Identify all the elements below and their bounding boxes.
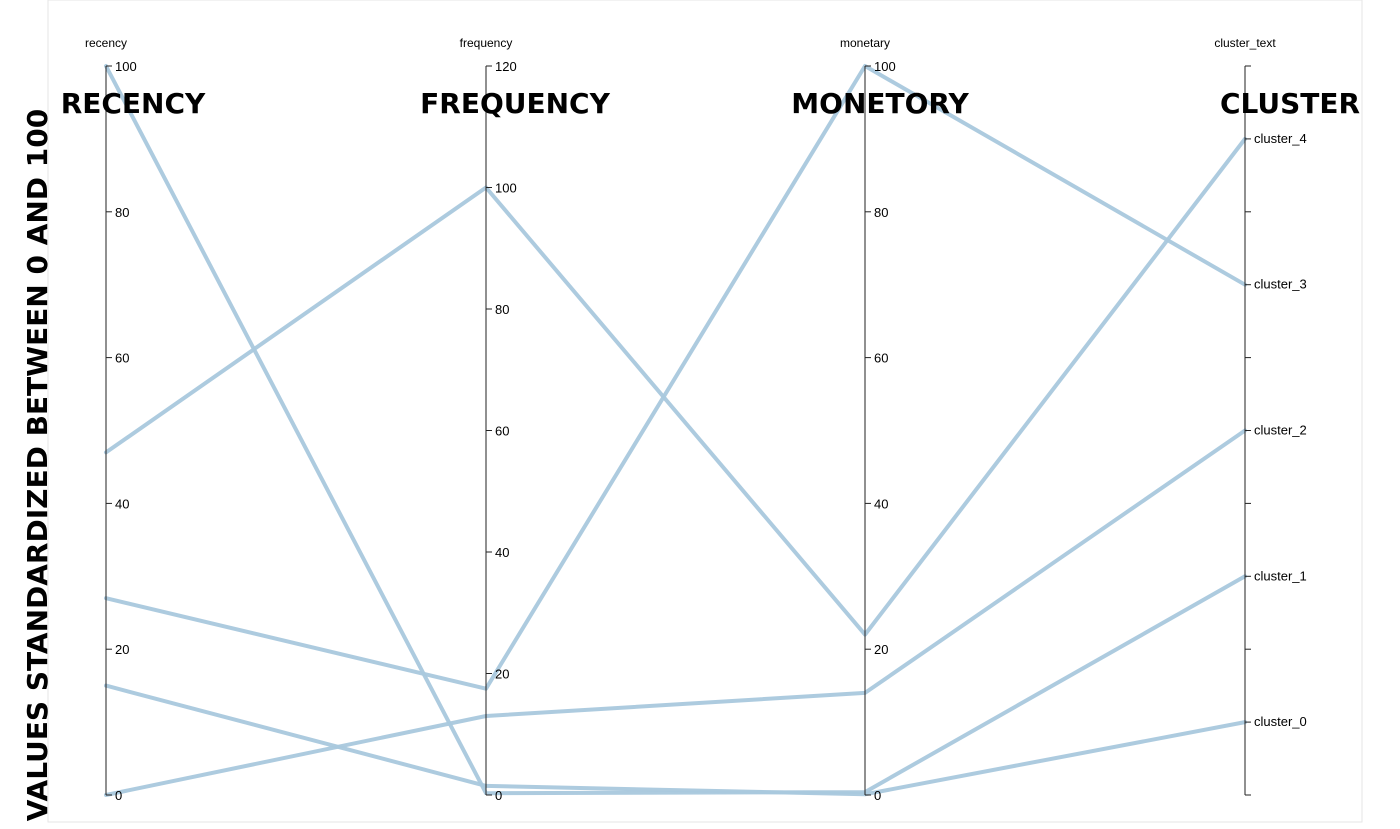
tick-label-frequency-0: 0 <box>495 788 502 803</box>
tick-label-recency-80: 80 <box>115 205 129 220</box>
tick-label-frequency-80: 80 <box>495 302 509 317</box>
tick-label-monetary-60: 60 <box>874 351 888 366</box>
series-line-3 <box>104 683 1247 797</box>
tick-label-recency-40: 40 <box>115 496 129 511</box>
tick-label-recency-100: 100 <box>115 59 137 74</box>
polylines-layer <box>104 64 1247 797</box>
axis-label-recency: recency <box>85 36 127 50</box>
axis-label-monetary: monetary <box>840 36 890 50</box>
tick-label-cluster_1: cluster_1 <box>1254 568 1307 583</box>
axis-cluster_text: cluster_text cluster_0 cluster_1 cluster_2 c… <box>1214 36 1307 796</box>
axes-layer: recency 0 20 40 60 80 100 frequency 0 20 40 60 80 100… <box>85 36 1307 803</box>
big-title-recency: RECENCY <box>61 87 206 120</box>
tick-label-frequency-40: 40 <box>495 545 509 560</box>
series-line-1 <box>104 136 1247 637</box>
axis-recency: recency 0 20 40 60 80 100 <box>85 36 137 803</box>
axis-monetary: monetary 0 20 40 60 80 100 <box>840 36 896 803</box>
tick-label-cluster_2: cluster_2 <box>1254 423 1307 438</box>
series-line-2 <box>104 64 1247 691</box>
tick-label-monetary-0: 0 <box>874 788 881 803</box>
tick-label-frequency-120: 120 <box>495 59 517 74</box>
titles-layer: RECENCY FREQUENCY MONETORY CLUSTER <box>61 87 1360 120</box>
tick-label-monetary-40: 40 <box>874 496 888 511</box>
tick-label-monetary-80: 80 <box>874 205 888 220</box>
tick-label-recency-0: 0 <box>115 788 122 803</box>
tick-label-frequency-100: 100 <box>495 181 517 196</box>
series-line-0 <box>104 64 1247 796</box>
tick-label-recency-20: 20 <box>115 642 129 657</box>
tick-label-frequency-60: 60 <box>495 424 509 439</box>
tick-label-cluster_3: cluster_3 <box>1254 277 1307 292</box>
chart-frame <box>47 0 1363 823</box>
series-line-4 <box>104 428 1247 797</box>
axis-frequency: frequency 0 20 40 60 80 100 120 <box>460 36 517 803</box>
tick-label-monetary-100: 100 <box>874 59 896 74</box>
tick-label-monetary-20: 20 <box>874 642 888 657</box>
axis-label-cluster_text: cluster_text <box>1214 36 1276 50</box>
tick-label-cluster_0: cluster_0 <box>1254 714 1307 729</box>
big-title-monetary: MONETORY <box>791 87 969 120</box>
axis-label-frequency: frequency <box>460 36 513 50</box>
tick-label-recency-60: 60 <box>115 351 129 366</box>
big-title-frequency: FREQUENCY <box>420 87 610 120</box>
tick-label-cluster_4: cluster_4 <box>1254 131 1307 146</box>
y-axis-title: VALUES STANDARDIZED BETWEEN 0 AND 100 <box>21 109 54 821</box>
tick-label-frequency-20: 20 <box>495 667 509 682</box>
big-title-cluster_text: CLUSTER <box>1220 87 1360 120</box>
